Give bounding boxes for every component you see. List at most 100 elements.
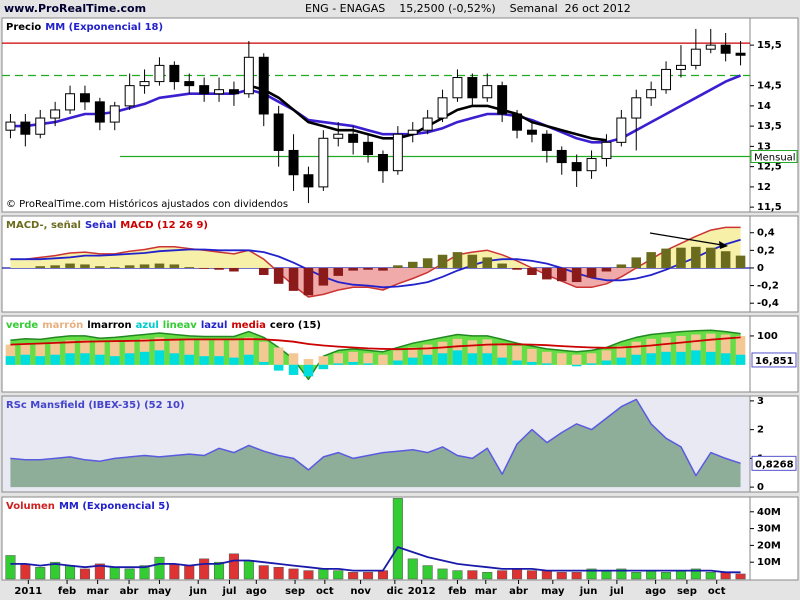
- bar: [288, 267, 299, 291]
- bar: [675, 570, 686, 580]
- bar: [318, 568, 329, 580]
- x-tick-label: sep: [285, 586, 305, 597]
- bar: [303, 267, 314, 296]
- x-tick-label: abr: [509, 586, 528, 597]
- bar: [214, 340, 224, 365]
- bar: [229, 357, 239, 365]
- bar: [378, 267, 388, 271]
- candle-body: [675, 64, 686, 70]
- bar: [333, 363, 344, 365]
- axis-background: [749, 17, 799, 213]
- bar: [273, 566, 284, 580]
- y-tick-label: 0: [757, 263, 764, 274]
- panel: 0,4 0,2 0 -0,2 -0,4 MACD-, señal Señal MACD (12…: [1, 215, 799, 313]
- bar: [601, 570, 612, 580]
- candle-body: [720, 44, 731, 54]
- panel: 100 verde marrón lmarron azul lineav lazul medi…: [1, 315, 799, 393]
- bar: [631, 572, 642, 580]
- bar: [571, 364, 582, 367]
- axis-background: [749, 496, 799, 581]
- candle-body: [437, 97, 448, 119]
- last-value-box: [751, 455, 797, 471]
- candle-body: [35, 117, 46, 135]
- bar: [705, 572, 716, 580]
- bar: [497, 263, 507, 268]
- bar: [139, 351, 150, 365]
- title-part: MM (Exponencial 5): [59, 501, 170, 512]
- bar: [258, 267, 269, 276]
- bar: [95, 266, 105, 268]
- bar: [363, 353, 373, 365]
- bar: [512, 568, 523, 580]
- bar: [244, 337, 254, 365]
- bar: [109, 356, 120, 365]
- title-part: RSc Mansfield (IBEX-35) (52 10): [6, 400, 185, 411]
- bar: [35, 356, 46, 365]
- candle-body: [228, 89, 239, 95]
- bar: [333, 570, 344, 580]
- y-tick-label: 11,5: [757, 202, 782, 213]
- bar: [407, 357, 418, 365]
- bar: [124, 568, 135, 580]
- bar: [720, 572, 731, 580]
- last-value-label: 0,8268: [755, 459, 794, 470]
- bar: [258, 361, 269, 365]
- bar: [661, 337, 671, 365]
- bar: [109, 341, 120, 365]
- bar: [676, 247, 686, 268]
- title-part: verde: [6, 320, 38, 331]
- y-tick-label: 3: [757, 396, 764, 407]
- bar: [735, 335, 746, 365]
- bar: [512, 346, 522, 365]
- bar: [288, 353, 299, 365]
- bar: [35, 343, 46, 365]
- bar: [482, 257, 493, 268]
- bar: [80, 340, 90, 365]
- bar: [214, 267, 224, 270]
- y-tick-label: 13: [757, 141, 771, 152]
- bar: [214, 356, 224, 365]
- candle-body: [20, 121, 31, 135]
- bar: [169, 264, 180, 268]
- candle-body: [601, 141, 612, 160]
- title-part: media: [231, 320, 266, 331]
- bar: [676, 351, 686, 365]
- bar: [690, 568, 701, 580]
- panel-background: [1, 496, 751, 581]
- bar: [80, 353, 90, 365]
- bar: [258, 565, 269, 580]
- x-tick-label: sep: [677, 586, 697, 597]
- title-part: Volumen: [6, 501, 55, 512]
- bar: [452, 252, 463, 268]
- bar: [661, 572, 672, 580]
- y-tick-label: 12,5: [757, 162, 782, 173]
- bar: [631, 257, 642, 268]
- x-tick-label: feb: [58, 586, 76, 597]
- bar: [169, 563, 180, 580]
- y-tick-label: 0,4: [757, 228, 775, 239]
- bar: [50, 561, 61, 580]
- bar: [392, 498, 403, 580]
- x-tick-label: nov: [350, 586, 371, 597]
- bar: [735, 255, 746, 268]
- bar: [705, 333, 716, 365]
- panel: 15,5 14,5 14 13,5 13 12,5 12 11,5 Mensual © ProRe…: [1, 17, 799, 213]
- bar: [50, 354, 60, 365]
- y-tick-label: 14,5: [757, 81, 782, 92]
- y-tick-label: 15,5: [757, 40, 782, 51]
- bar: [482, 572, 493, 580]
- bar: [154, 263, 165, 268]
- title-part: marrón: [42, 319, 83, 331]
- bar: [735, 573, 746, 580]
- bar: [20, 343, 31, 365]
- last-value-box: [751, 352, 797, 368]
- bar: [452, 570, 463, 580]
- candle-body: [348, 133, 359, 143]
- bar: [377, 570, 388, 580]
- bar: [65, 263, 75, 268]
- y-tick-label: 12: [757, 182, 771, 193]
- bar: [616, 357, 627, 365]
- bar: [244, 354, 254, 365]
- candle-body: [139, 81, 150, 87]
- bar: [497, 570, 508, 580]
